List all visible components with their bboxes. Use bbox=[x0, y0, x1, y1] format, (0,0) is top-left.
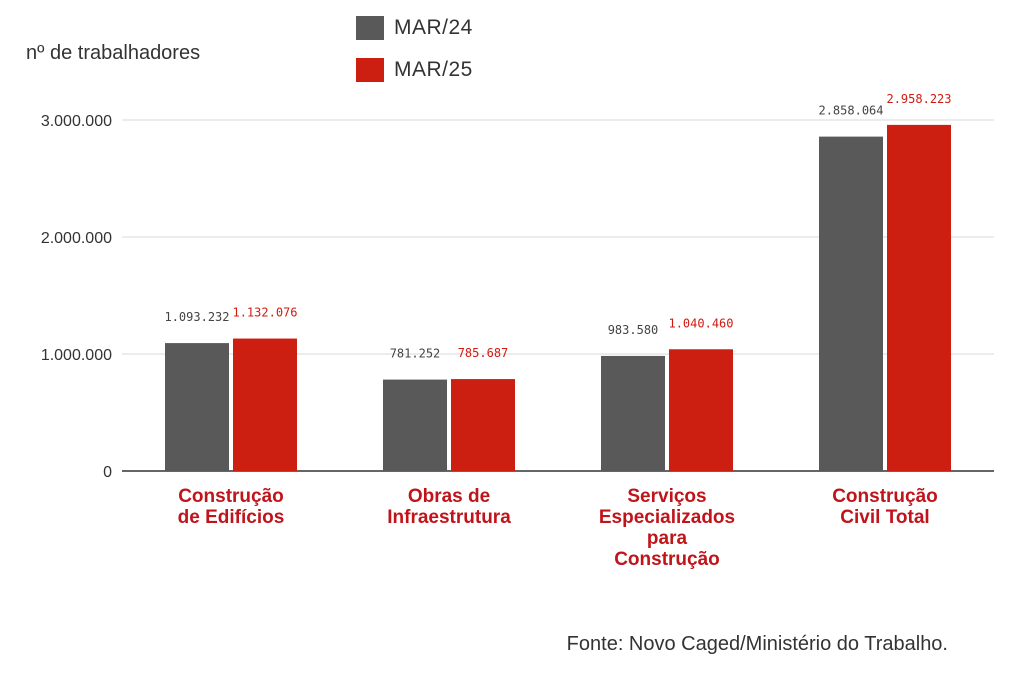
data-label-mar24: 2.858.064 bbox=[818, 104, 883, 118]
bar-mar24 bbox=[165, 343, 229, 471]
bar-mar25 bbox=[887, 124, 951, 471]
bar-mar24 bbox=[383, 379, 447, 471]
y-tick-label: 1.000.000 bbox=[41, 347, 112, 364]
source-note: Fonte: Novo Caged/Ministério do Trabalho… bbox=[566, 633, 948, 655]
category-label: Serviços bbox=[627, 486, 706, 507]
y-tick-label: 0 bbox=[103, 464, 112, 481]
legend-swatch-mar25 bbox=[356, 58, 384, 82]
data-label-mar24: 1.093.232 bbox=[164, 310, 229, 324]
category-label: Especializados bbox=[599, 507, 735, 528]
legend-item-mar25: MAR/25 bbox=[356, 56, 473, 84]
data-label-mar25: 2.958.223 bbox=[886, 92, 951, 106]
category-label: Construção bbox=[178, 486, 284, 507]
legend-item-mar24: MAR/24 bbox=[356, 14, 473, 42]
bar-mar25 bbox=[669, 349, 733, 471]
category-label: Civil Total bbox=[840, 507, 929, 528]
bar-mar25 bbox=[451, 379, 515, 471]
y-tick-label: 3.000.000 bbox=[41, 113, 112, 130]
legend: MAR/24 MAR/25 bbox=[356, 14, 473, 98]
bar-mar25 bbox=[233, 338, 297, 471]
y-tick-label: 2.000.000 bbox=[41, 230, 112, 247]
bar-mar24 bbox=[819, 136, 883, 471]
legend-label-mar24: MAR/24 bbox=[394, 16, 473, 39]
y-axis-label: nº de trabalhadores bbox=[26, 42, 201, 64]
data-label-mar25: 785.687 bbox=[458, 346, 509, 360]
data-label-mar24: 781.252 bbox=[390, 347, 441, 361]
bar-mar24 bbox=[601, 355, 665, 471]
category-label: Construção bbox=[614, 549, 720, 570]
data-label-mar25: 1.132.076 bbox=[232, 306, 297, 320]
data-label-mar24: 983.580 bbox=[608, 323, 659, 337]
legend-label-mar25: MAR/25 bbox=[394, 58, 473, 81]
data-label-mar25: 1.040.460 bbox=[668, 316, 733, 330]
category-label: Construção bbox=[832, 486, 938, 507]
category-label: Infraestrutura bbox=[387, 507, 511, 528]
category-label: para bbox=[647, 528, 688, 549]
category-label: Obras de bbox=[408, 486, 490, 507]
legend-swatch-mar24 bbox=[356, 16, 384, 40]
category-label: de Edifícios bbox=[178, 507, 285, 528]
